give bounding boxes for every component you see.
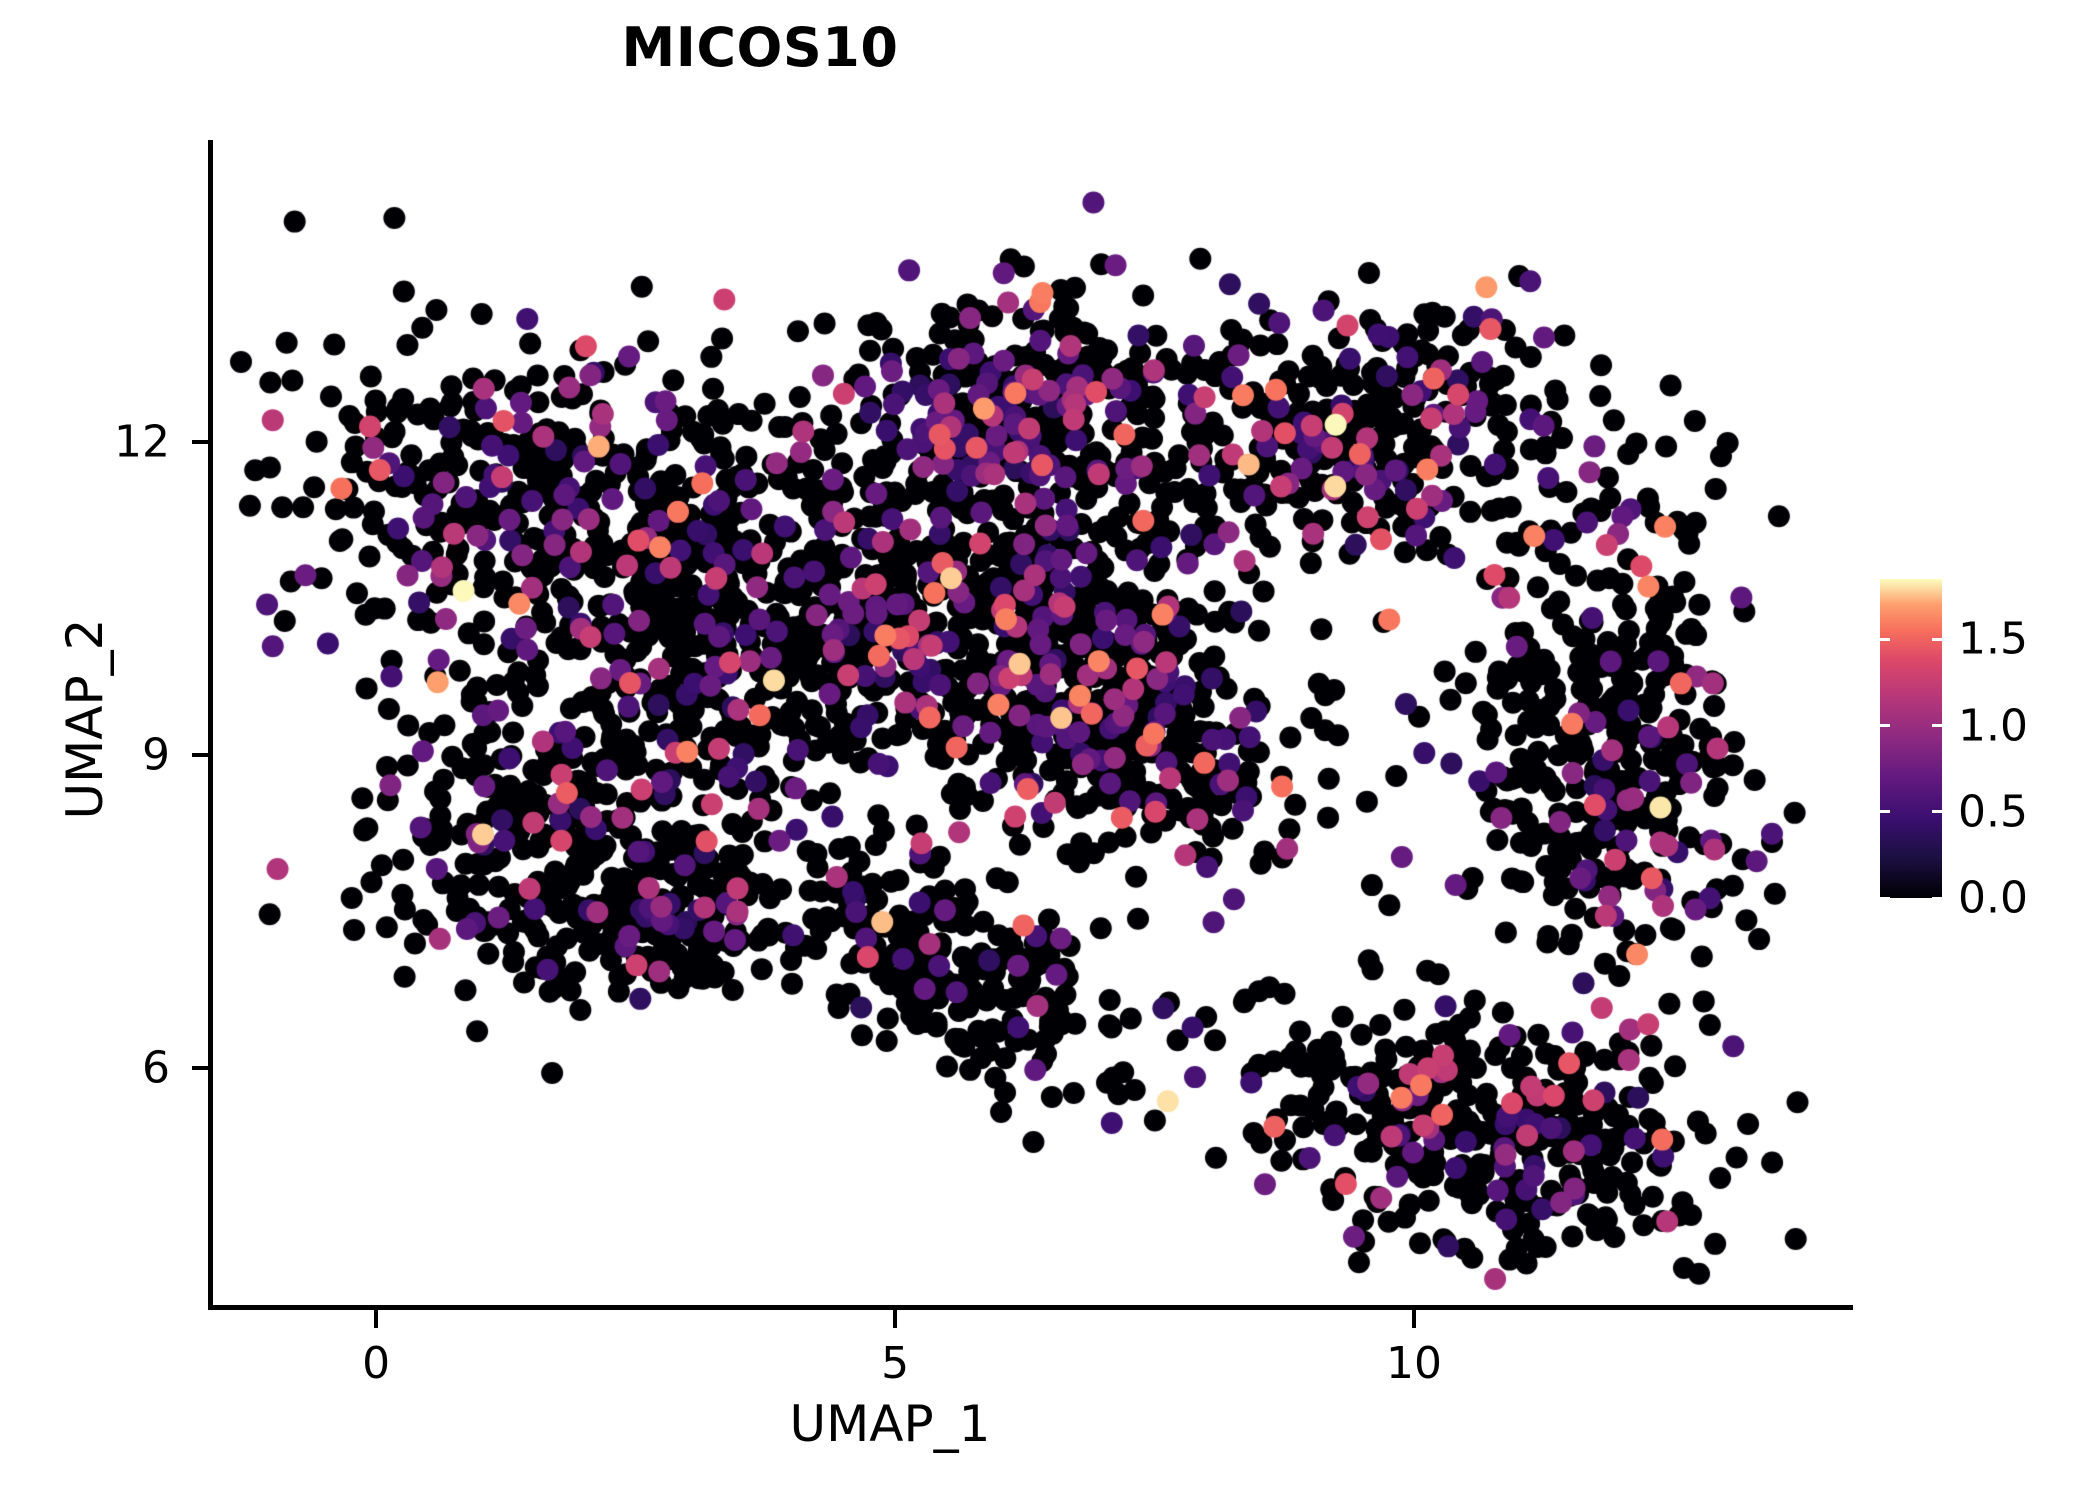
y-tick-label: 9	[142, 729, 170, 781]
x-tick-mark	[893, 1310, 898, 1328]
colorbar-tick-mark	[1932, 637, 1942, 641]
colorbar-tick-mark	[1880, 896, 1890, 900]
colorbar-tick-label: 1.0	[1958, 700, 2028, 752]
colorbar-tick-label: 0.5	[1958, 786, 2028, 838]
y-tick-mark	[192, 753, 210, 758]
colorbar-tick-mark	[1932, 810, 1942, 814]
x-tick-label: 5	[881, 1338, 910, 1389]
colorbar-tick-label: 0.0	[1958, 872, 2028, 924]
x-tick-label: 10	[1386, 1338, 1443, 1389]
plot-axes	[210, 140, 1850, 1308]
y-tick-label: 12	[114, 416, 170, 468]
y-tick-mark	[192, 440, 210, 445]
y-tick-mark	[192, 1066, 210, 1071]
x-axis-label: UMAP_1	[789, 1395, 991, 1453]
scatter-points-canvas	[210, 140, 1850, 1308]
x-tick-label: 0	[362, 1338, 391, 1389]
colorbar	[1880, 579, 1942, 900]
colorbar-tick-mark	[1932, 896, 1942, 900]
colorbar-tick-label: 1.5	[1958, 613, 2028, 665]
colorbar-tick-mark	[1880, 810, 1890, 814]
y-tick-label: 6	[142, 1042, 170, 1094]
colorbar-tick-mark	[1932, 724, 1942, 728]
colorbar-gradient	[1880, 579, 1942, 898]
colorbar-tick-mark	[1880, 724, 1890, 728]
y-axis-label: UMAP_2	[56, 618, 114, 820]
x-tick-mark	[374, 1310, 379, 1328]
y-axis-spine	[208, 140, 213, 1310]
page-title: MICOS10	[621, 16, 899, 79]
x-axis-spine	[208, 1305, 1853, 1310]
colorbar-tick-mark	[1880, 637, 1890, 641]
x-tick-mark	[1412, 1310, 1417, 1328]
